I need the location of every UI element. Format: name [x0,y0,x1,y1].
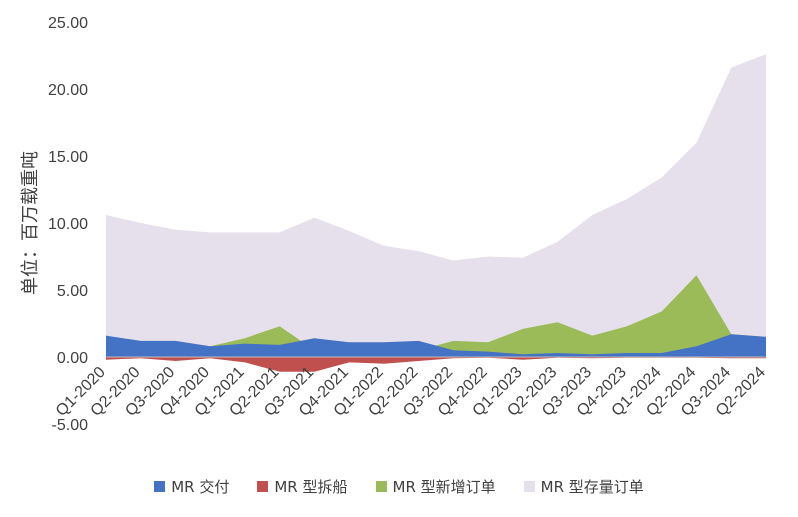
y-tick-label: 10.00 [48,216,88,233]
y-tick-label: 0.00 [57,350,88,367]
legend-label: MR 型拆船 [274,478,348,496]
y-tick-label: 25.00 [48,15,88,32]
series-area-0 [106,334,766,357]
y-axis-label: 单位：百万载重吨 [20,151,41,295]
legend-swatch [257,481,269,492]
y-tick-label: 20.00 [48,82,88,99]
legend-swatch [154,481,166,492]
series-area-1 [106,357,766,372]
chart-legend: MR 交付 MR 型拆船 MR 型新增订单 MR 型存量订单 [0,476,798,497]
y-tick-label: -5.00 [52,417,89,434]
x-axis-ticks: Q1-2020Q2-2020Q3-2020Q4-2020Q1-2021Q2-20… [53,364,769,420]
legend-item: MR 型存量订单 [523,476,644,497]
y-tick-label: 15.00 [48,149,88,166]
y-tick-label: 5.00 [57,283,88,300]
legend-label: MR 交付 [171,478,230,496]
legend-swatch [523,481,535,492]
legend-item: MR 型拆船 [257,476,348,497]
legend-item: MR 型新增订单 [375,476,496,497]
series-areas [106,54,766,372]
legend-label: MR 型新增订单 [392,478,496,496]
legend-label: MR 型存量订单 [540,478,644,496]
series-area-3 [106,54,766,357]
y-axis-ticks: -5.00 0.00 5.00 10.00 15.00 20.00 25.00 [48,15,88,434]
series-area-2 [106,275,766,357]
legend-item: MR 交付 [154,476,229,497]
legend-swatch [375,481,387,492]
